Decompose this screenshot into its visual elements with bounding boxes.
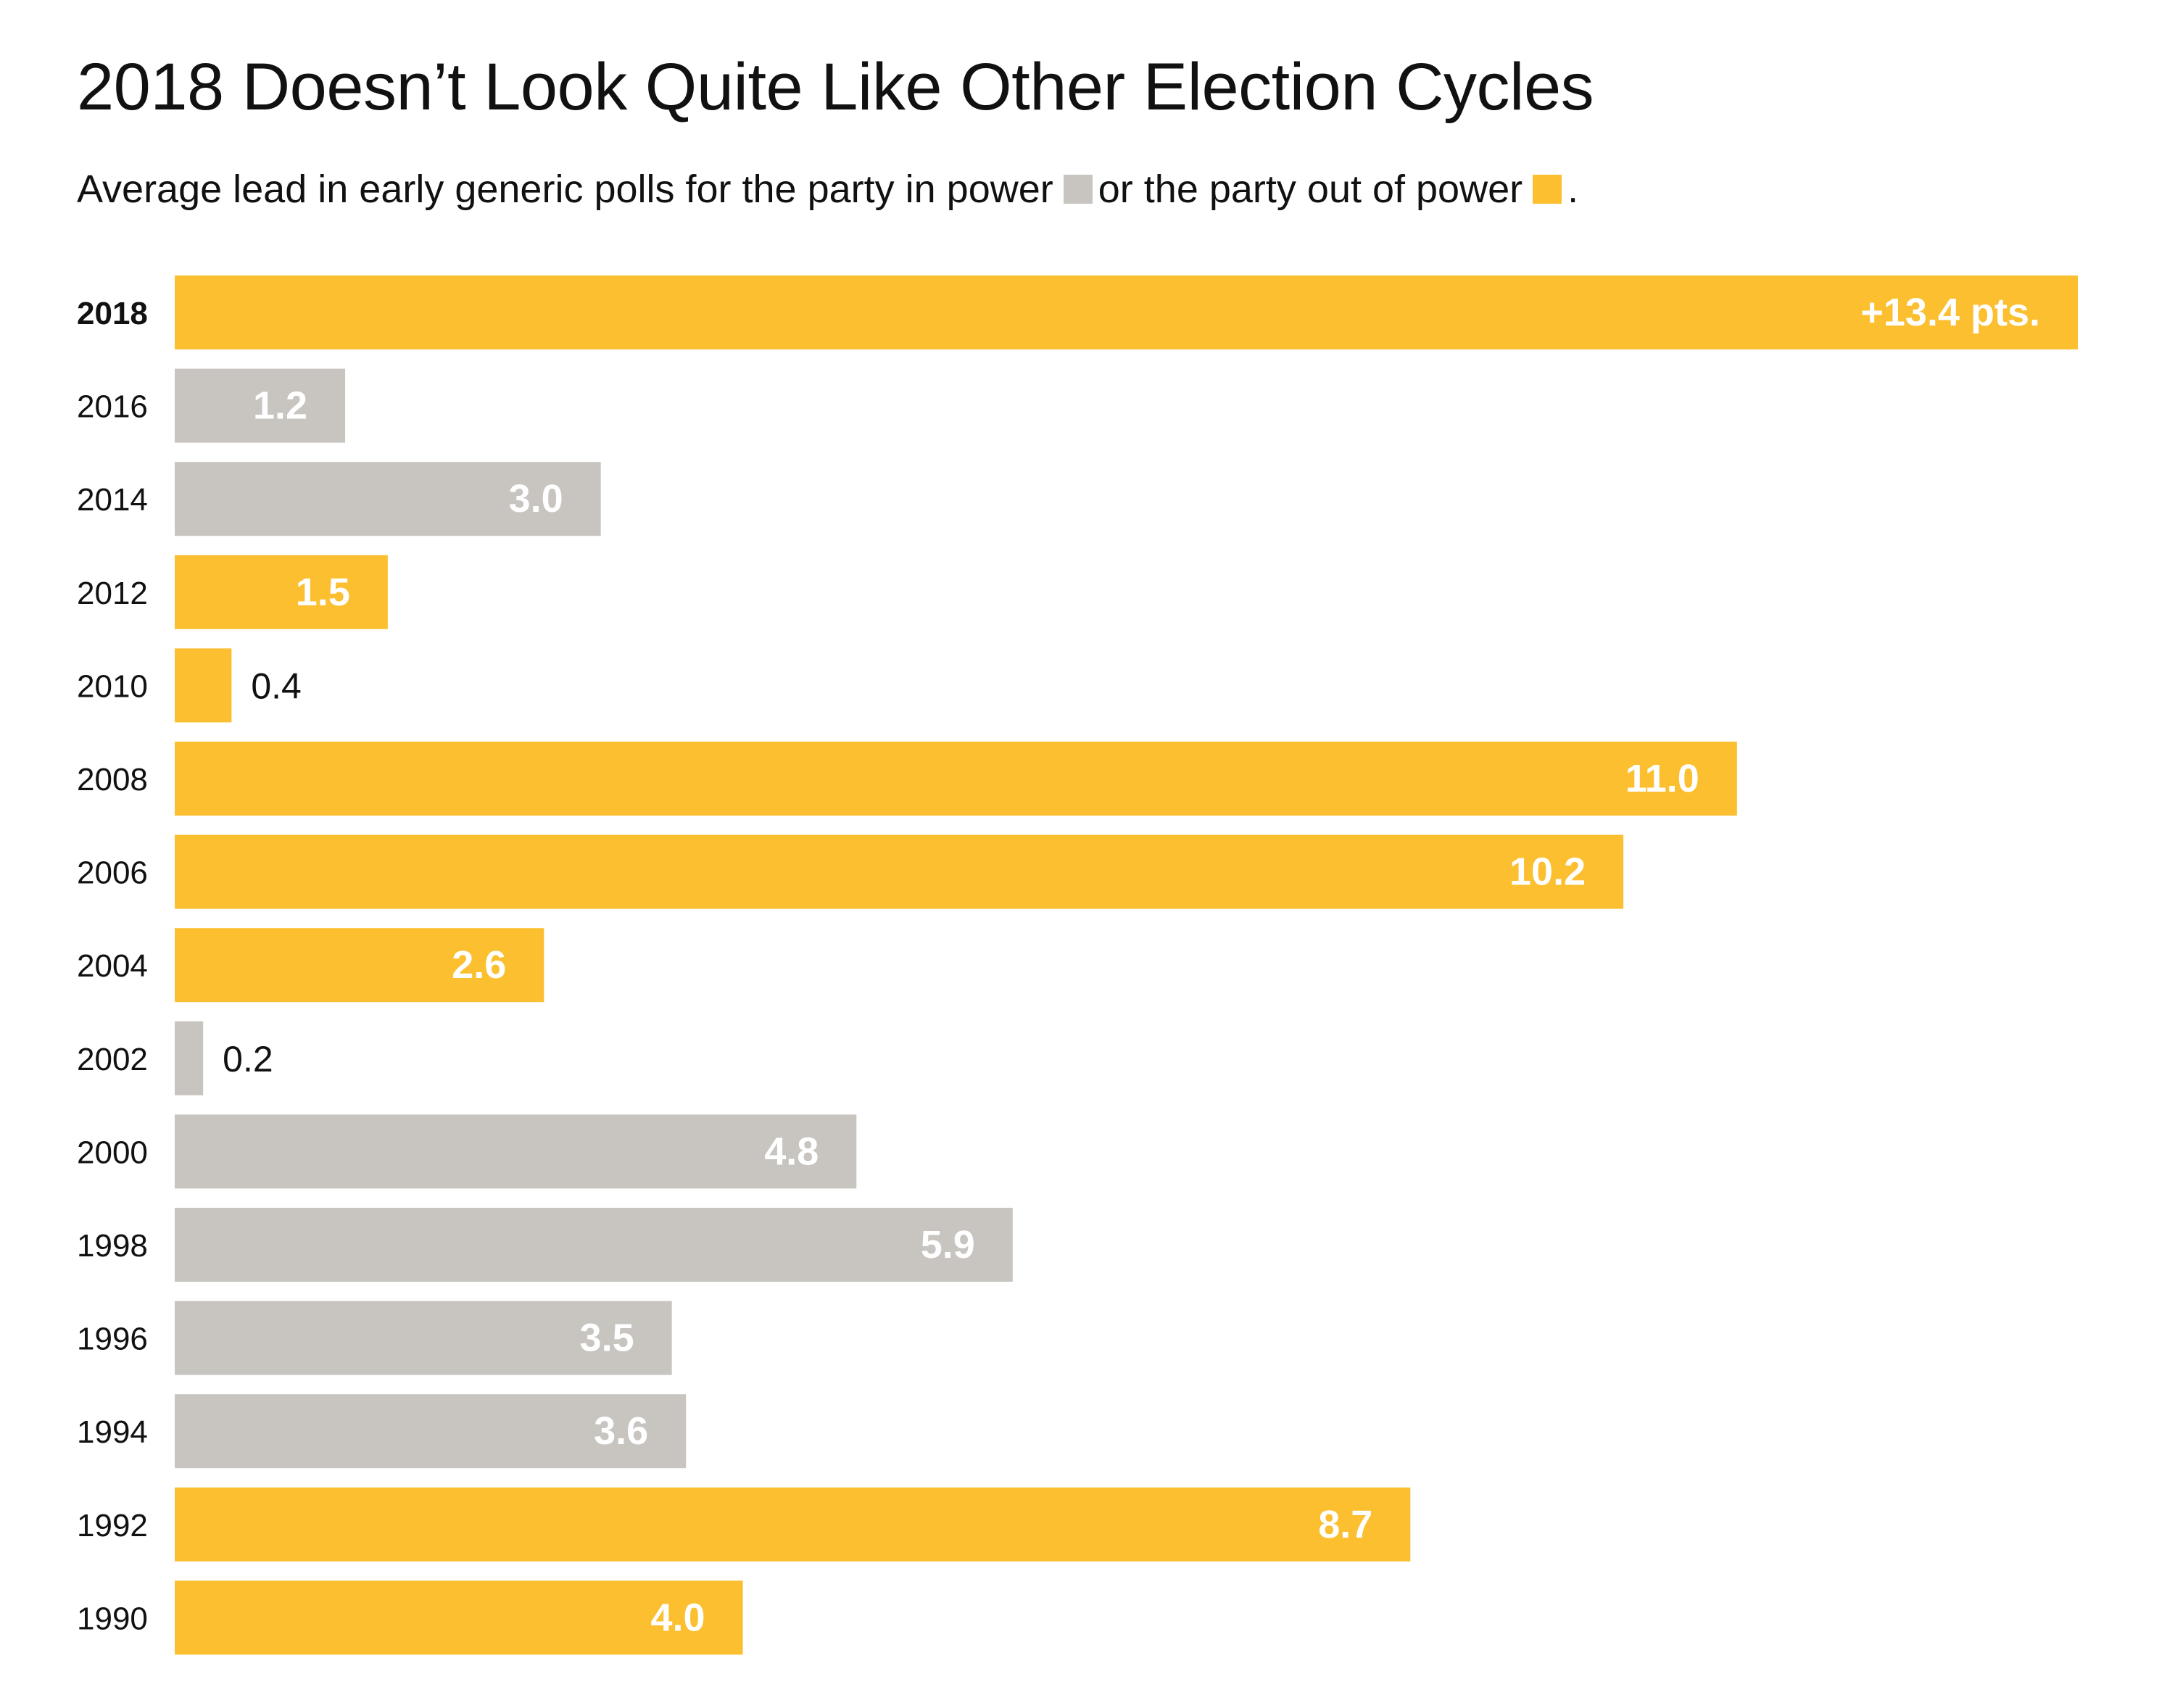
year-label-2008: 2008: [77, 762, 148, 797]
year-label-1996: 1996: [77, 1322, 148, 1357]
year-label-2000: 2000: [77, 1135, 148, 1170]
year-label-2014: 2014: [77, 482, 148, 518]
bar-1990: [175, 1580, 743, 1655]
value-label-2018: +13.4 pts.: [1860, 291, 2040, 334]
value-label-2000: 4.8: [764, 1129, 819, 1173]
bar-2006: [175, 834, 1624, 909]
value-label-1994: 3.6: [594, 1409, 648, 1453]
value-label-2016: 1.2: [253, 384, 307, 428]
bar-2004: [175, 928, 544, 1003]
value-label-1996: 3.5: [580, 1317, 634, 1360]
in-power-swatch: [1063, 175, 1093, 204]
out-of-power-swatch: [1533, 175, 1562, 204]
value-label-2014: 3.0: [509, 477, 563, 521]
subtitle-text-in-power: Average lead in early generic polls for …: [77, 167, 1053, 211]
year-label-2006: 2006: [77, 855, 148, 891]
bar-2002: [175, 1021, 204, 1095]
bar-1994: [175, 1394, 687, 1469]
bar-2012: [175, 555, 388, 629]
bar-2000: [175, 1114, 857, 1189]
value-label-2006: 10.2: [1509, 850, 1586, 894]
year-label-1994: 1994: [77, 1414, 148, 1450]
chart-subtitle: Average lead in early generic polls for …: [77, 167, 1578, 212]
subtitle-period: .: [1567, 167, 1579, 211]
bar-1998: [175, 1208, 1013, 1282]
year-label-2012: 2012: [77, 576, 148, 611]
year-label-2016: 2016: [77, 389, 148, 425]
year-label-2018: 2018: [77, 296, 148, 331]
value-label-2004: 2.6: [452, 943, 506, 987]
year-label-2002: 2002: [77, 1042, 148, 1077]
bar-2014: [175, 462, 601, 536]
year-label-2004: 2004: [77, 948, 148, 984]
value-label-2012: 1.5: [296, 571, 350, 614]
value-label-2002: 0.2: [223, 1039, 273, 1079]
chart-title: 2018 Doesn’t Look Quite Like Other Elect…: [77, 50, 1594, 124]
year-label-2010: 2010: [77, 668, 148, 704]
year-label-1998: 1998: [77, 1228, 148, 1264]
year-label-1990: 1990: [77, 1601, 148, 1636]
bar-2016: [175, 368, 346, 443]
subtitle-text-out-of-power: or the party out of power: [1098, 167, 1523, 211]
value-label-1998: 5.9: [921, 1223, 975, 1267]
value-label-1992: 8.7: [1318, 1503, 1372, 1546]
value-label-1990: 4.0: [651, 1596, 705, 1639]
value-label-2010: 0.4: [251, 666, 302, 706]
bar-2008: [175, 742, 1737, 816]
year-label-1992: 1992: [77, 1508, 148, 1543]
bar-1996: [175, 1301, 672, 1375]
bar-2010: [175, 648, 232, 723]
bar-2018: [175, 275, 2078, 349]
bar-1992: [175, 1487, 1411, 1562]
value-label-2008: 11.0: [1625, 757, 1699, 800]
